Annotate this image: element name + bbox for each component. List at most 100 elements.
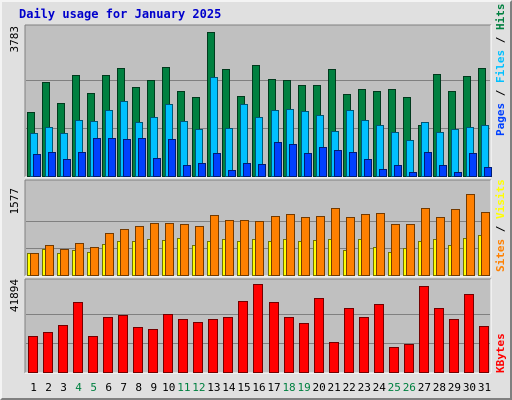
bar-pages-day-9 bbox=[153, 158, 161, 177]
bar-outline bbox=[238, 301, 248, 373]
bar-fill bbox=[349, 152, 357, 177]
bar-kbytes-day-26 bbox=[404, 344, 414, 373]
bar-outline bbox=[284, 317, 294, 373]
bar-sites-day-25 bbox=[391, 224, 400, 276]
bar-outline bbox=[329, 342, 339, 373]
bar-sites-day-22 bbox=[346, 217, 355, 276]
bar-fill bbox=[406, 224, 415, 276]
bar-pages-day-16 bbox=[258, 164, 266, 177]
bar-outline bbox=[33, 154, 41, 177]
x-tick-day-3: 3 bbox=[60, 381, 67, 394]
bar-fill bbox=[150, 223, 159, 276]
bar-pages-day-8 bbox=[138, 138, 146, 177]
bar-kbytes-day-9 bbox=[148, 329, 158, 373]
bar-fill bbox=[478, 68, 486, 177]
bar-fill bbox=[451, 129, 459, 177]
bar-kbytes-day-31 bbox=[479, 326, 489, 373]
panel-hits-files-pages: 3783 Pages / Files / Hits bbox=[8, 4, 507, 178]
bar-fill bbox=[436, 217, 445, 276]
bar-fill bbox=[466, 194, 475, 276]
bar-fill bbox=[329, 342, 339, 373]
bar-outline bbox=[93, 138, 101, 177]
bar-outline bbox=[210, 215, 219, 276]
bar-fill bbox=[479, 326, 489, 373]
bar-outline bbox=[213, 153, 221, 177]
bar-pages-day-21 bbox=[334, 150, 342, 177]
bar-fill bbox=[328, 69, 336, 177]
bar-fill bbox=[105, 233, 114, 276]
bar-kbytes-day-13 bbox=[208, 319, 218, 373]
bar-fill bbox=[210, 215, 219, 276]
bar-pages-day-7 bbox=[123, 139, 131, 177]
x-tick-day-24: 24 bbox=[373, 381, 387, 394]
bar-outline bbox=[163, 314, 173, 373]
bar-outline bbox=[150, 223, 159, 276]
bar-fill bbox=[271, 216, 280, 276]
bar-kbytes-day-2 bbox=[43, 332, 53, 373]
bar-outline bbox=[464, 294, 474, 373]
bar-fill bbox=[286, 109, 294, 177]
bar-pages-day-18 bbox=[289, 144, 297, 177]
bar-kbytes-day-30 bbox=[464, 294, 474, 373]
bar-sites-day-19 bbox=[301, 217, 310, 276]
x-tick-day-26: 26 bbox=[403, 381, 416, 394]
bar-kbytes-day-27 bbox=[419, 286, 429, 373]
bar-outline bbox=[228, 170, 236, 177]
bar-fill bbox=[481, 212, 490, 276]
bar-fill bbox=[108, 138, 116, 177]
bar-fill bbox=[379, 169, 387, 177]
bar-outline bbox=[60, 249, 69, 276]
bar-outline bbox=[255, 221, 264, 276]
legend-entry-hits: Hits bbox=[494, 4, 507, 31]
bar-fill bbox=[168, 139, 176, 177]
bar-sites-day-8 bbox=[135, 226, 144, 276]
bar-outline bbox=[118, 315, 128, 373]
bar-fill bbox=[463, 76, 471, 177]
bar-sites-day-18 bbox=[286, 214, 295, 276]
bar-fill bbox=[120, 229, 129, 276]
bar-outline bbox=[316, 216, 325, 276]
bar-sites-day-24 bbox=[376, 213, 385, 276]
bar-outline bbox=[168, 139, 176, 177]
x-tick-day-22: 22 bbox=[343, 381, 356, 394]
bar-outline bbox=[88, 336, 98, 373]
bar-outline bbox=[484, 167, 492, 177]
bar-fill bbox=[198, 163, 206, 177]
bar-fill bbox=[178, 319, 188, 373]
bar-fill bbox=[48, 152, 56, 177]
bar-fill bbox=[481, 125, 489, 177]
bar-outline bbox=[301, 217, 310, 276]
axis-max-label: 1577 bbox=[8, 188, 21, 215]
bar-fill bbox=[163, 314, 173, 373]
bar-outline bbox=[349, 152, 357, 177]
bar-outline bbox=[43, 332, 53, 373]
bar-kbytes-day-24 bbox=[374, 304, 384, 373]
bar-sites-day-20 bbox=[316, 216, 325, 276]
bar-fill bbox=[193, 322, 203, 373]
bar-outline bbox=[389, 347, 399, 373]
x-tick-day-4: 4 bbox=[75, 381, 82, 394]
bar-fill bbox=[255, 221, 264, 276]
bar-kbytes-day-7 bbox=[118, 315, 128, 373]
bar-fill bbox=[433, 74, 441, 177]
bar-fill bbox=[449, 319, 459, 373]
bar-fill bbox=[33, 154, 41, 177]
bar-outline bbox=[165, 223, 174, 276]
bar-fill bbox=[286, 214, 295, 276]
x-tick-day-31: 31 bbox=[478, 381, 491, 394]
bar-fill bbox=[138, 138, 146, 177]
bar-fill bbox=[451, 209, 460, 276]
series-legend: KBytes bbox=[494, 333, 507, 373]
bar-sites-day-28 bbox=[436, 217, 445, 276]
bar-kbytes-day-5 bbox=[88, 336, 98, 373]
bar-fill bbox=[334, 150, 342, 177]
bar-sites-day-10 bbox=[165, 223, 174, 276]
legend-entry-files: Files bbox=[494, 50, 507, 83]
bar-fill bbox=[210, 77, 218, 177]
bar-pages-day-11 bbox=[183, 165, 191, 177]
bar-outline bbox=[148, 329, 158, 373]
bar-fill bbox=[391, 132, 399, 177]
legend-entry-visits: Visits bbox=[494, 179, 507, 219]
panel-kbytes: 41894 KBytes bbox=[8, 278, 507, 374]
bar-outline bbox=[133, 327, 143, 373]
